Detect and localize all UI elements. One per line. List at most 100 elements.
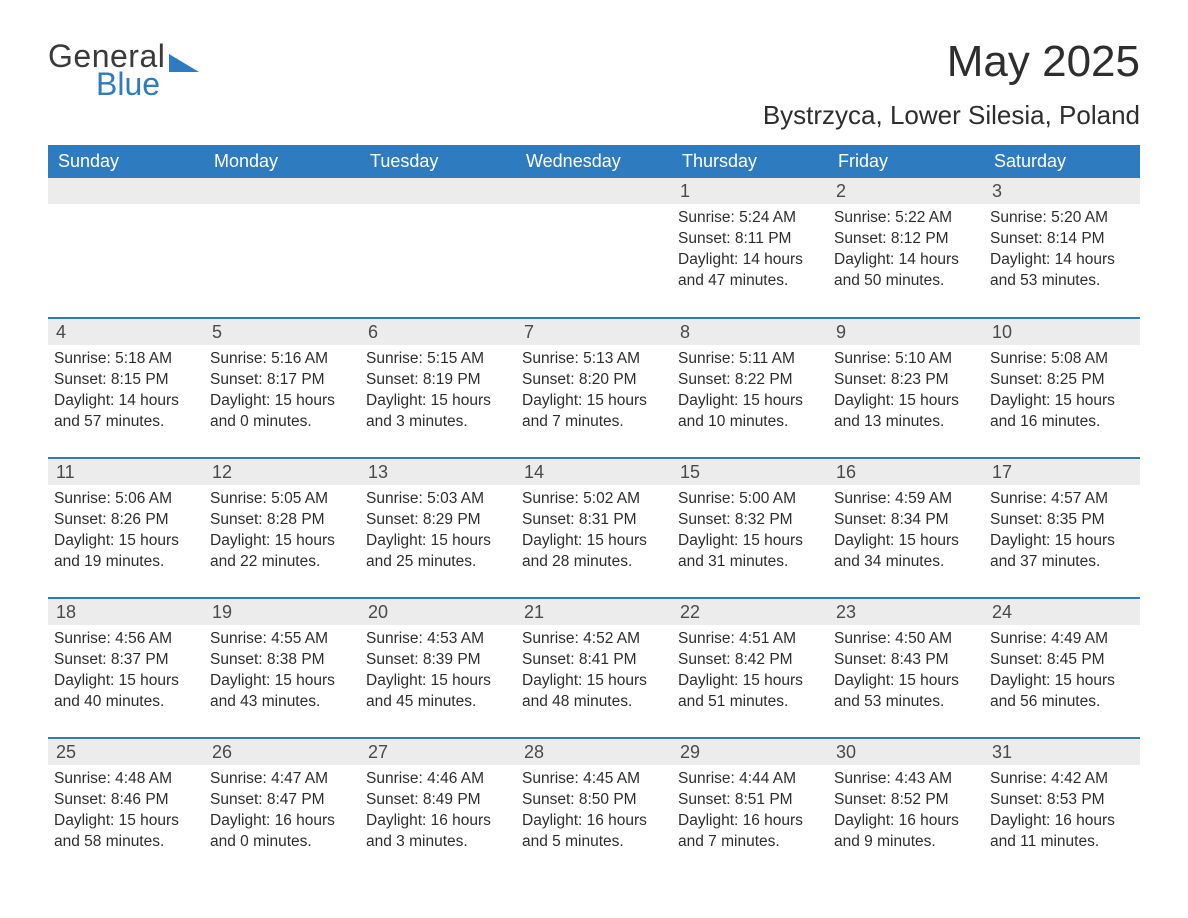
day-sunset: Sunset: 8:29 PM [366, 510, 510, 531]
day-sunset: Sunset: 8:52 PM [834, 790, 978, 811]
day-number: 26 [204, 739, 360, 765]
day-sunset: Sunset: 8:11 PM [678, 229, 822, 250]
day-daylight2: and 50 minutes. [834, 271, 978, 292]
calendar-cell: 16Sunrise: 4:59 AMSunset: 8:34 PMDayligh… [828, 458, 984, 598]
day-daylight1: Daylight: 15 hours [210, 671, 354, 692]
day-sunset: Sunset: 8:17 PM [210, 370, 354, 391]
day-sunrise: Sunrise: 4:55 AM [210, 629, 354, 650]
calendar-cell: 5Sunrise: 5:16 AMSunset: 8:17 PMDaylight… [204, 318, 360, 458]
day-daylight2: and 34 minutes. [834, 552, 978, 573]
day-details: Sunrise: 4:57 AMSunset: 8:35 PMDaylight:… [984, 485, 1140, 577]
day-daylight1: Daylight: 14 hours [834, 250, 978, 271]
day-daylight1: Daylight: 15 hours [366, 671, 510, 692]
day-number: 31 [984, 739, 1140, 765]
day-sunrise: Sunrise: 5:11 AM [678, 349, 822, 370]
day-daylight2: and 58 minutes. [54, 832, 198, 853]
day-sunset: Sunset: 8:53 PM [990, 790, 1134, 811]
day-sunset: Sunset: 8:45 PM [990, 650, 1134, 671]
day-sunrise: Sunrise: 5:13 AM [522, 349, 666, 370]
day-number: 18 [48, 599, 204, 625]
day-daylight2: and 5 minutes. [522, 832, 666, 853]
day-sunrise: Sunrise: 5:18 AM [54, 349, 198, 370]
day-daylight2: and 28 minutes. [522, 552, 666, 573]
day-number: 12 [204, 459, 360, 485]
day-sunrise: Sunrise: 4:53 AM [366, 629, 510, 650]
day-number: 24 [984, 599, 1140, 625]
day-sunrise: Sunrise: 4:45 AM [522, 769, 666, 790]
weekday-header: Sunday [48, 145, 204, 178]
day-daylight1: Daylight: 14 hours [990, 250, 1134, 271]
day-sunset: Sunset: 8:12 PM [834, 229, 978, 250]
calendar-week-row: 4Sunrise: 5:18 AMSunset: 8:15 PMDaylight… [48, 318, 1140, 458]
day-sunset: Sunset: 8:41 PM [522, 650, 666, 671]
weekday-header: Tuesday [360, 145, 516, 178]
day-details: Sunrise: 4:49 AMSunset: 8:45 PMDaylight:… [984, 625, 1140, 717]
day-details: Sunrise: 4:53 AMSunset: 8:39 PMDaylight:… [360, 625, 516, 717]
calendar-cell: 21Sunrise: 4:52 AMSunset: 8:41 PMDayligh… [516, 598, 672, 738]
day-daylight1: Daylight: 15 hours [522, 671, 666, 692]
day-sunset: Sunset: 8:22 PM [678, 370, 822, 391]
day-details: Sunrise: 4:47 AMSunset: 8:47 PMDaylight:… [204, 765, 360, 857]
day-details: Sunrise: 5:13 AMSunset: 8:20 PMDaylight:… [516, 345, 672, 437]
day-details: Sunrise: 5:20 AMSunset: 8:14 PMDaylight:… [984, 204, 1140, 296]
day-sunrise: Sunrise: 4:50 AM [834, 629, 978, 650]
day-details: Sunrise: 4:51 AMSunset: 8:42 PMDaylight:… [672, 625, 828, 717]
day-details: Sunrise: 4:48 AMSunset: 8:46 PMDaylight:… [48, 765, 204, 857]
day-number: 15 [672, 459, 828, 485]
day-details: Sunrise: 5:16 AMSunset: 8:17 PMDaylight:… [204, 345, 360, 437]
calendar-cell: 22Sunrise: 4:51 AMSunset: 8:42 PMDayligh… [672, 598, 828, 738]
day-number: 22 [672, 599, 828, 625]
weekday-header: Wednesday [516, 145, 672, 178]
location-subtitle: Bystrzyca, Lower Silesia, Poland [763, 100, 1140, 131]
day-daylight1: Daylight: 15 hours [990, 671, 1134, 692]
day-sunset: Sunset: 8:49 PM [366, 790, 510, 811]
day-number: 2 [828, 178, 984, 204]
day-daylight2: and 51 minutes. [678, 692, 822, 713]
title-block: May 2025 Bystrzyca, Lower Silesia, Polan… [763, 40, 1140, 131]
page-title: May 2025 [763, 40, 1140, 84]
weekday-header: Monday [204, 145, 360, 178]
day-sunrise: Sunrise: 5:20 AM [990, 208, 1134, 229]
day-daylight2: and 47 minutes. [678, 271, 822, 292]
day-sunset: Sunset: 8:28 PM [210, 510, 354, 531]
calendar-cell [204, 178, 360, 318]
calendar-cell: 18Sunrise: 4:56 AMSunset: 8:37 PMDayligh… [48, 598, 204, 738]
day-number: 28 [516, 739, 672, 765]
calendar-week-row: 1Sunrise: 5:24 AMSunset: 8:11 PMDaylight… [48, 178, 1140, 318]
day-sunrise: Sunrise: 4:59 AM [834, 489, 978, 510]
day-details: Sunrise: 5:06 AMSunset: 8:26 PMDaylight:… [48, 485, 204, 577]
day-daylight1: Daylight: 15 hours [834, 391, 978, 412]
calendar-cell: 17Sunrise: 4:57 AMSunset: 8:35 PMDayligh… [984, 458, 1140, 598]
day-daylight2: and 57 minutes. [54, 412, 198, 433]
brand-name-part2: Blue [96, 68, 199, 100]
day-sunset: Sunset: 8:32 PM [678, 510, 822, 531]
day-sunset: Sunset: 8:15 PM [54, 370, 198, 391]
day-number: 23 [828, 599, 984, 625]
brand-logo: General Blue [48, 40, 199, 100]
calendar-cell: 2Sunrise: 5:22 AMSunset: 8:12 PMDaylight… [828, 178, 984, 318]
day-sunset: Sunset: 8:47 PM [210, 790, 354, 811]
calendar-cell: 26Sunrise: 4:47 AMSunset: 8:47 PMDayligh… [204, 738, 360, 878]
header-row: General Blue May 2025 Bystrzyca, Lower S… [48, 40, 1140, 131]
day-daylight1: Daylight: 16 hours [990, 811, 1134, 832]
calendar-head: SundayMondayTuesdayWednesdayThursdayFrid… [48, 145, 1140, 178]
calendar-week-row: 18Sunrise: 4:56 AMSunset: 8:37 PMDayligh… [48, 598, 1140, 738]
day-sunset: Sunset: 8:43 PM [834, 650, 978, 671]
calendar-body: 1Sunrise: 5:24 AMSunset: 8:11 PMDaylight… [48, 178, 1140, 878]
day-daylight1: Daylight: 16 hours [210, 811, 354, 832]
day-daylight2: and 53 minutes. [834, 692, 978, 713]
day-sunrise: Sunrise: 5:05 AM [210, 489, 354, 510]
day-number: 1 [672, 178, 828, 204]
day-details: Sunrise: 4:56 AMSunset: 8:37 PMDaylight:… [48, 625, 204, 717]
day-details: Sunrise: 4:46 AMSunset: 8:49 PMDaylight:… [360, 765, 516, 857]
day-daylight2: and 37 minutes. [990, 552, 1134, 573]
day-sunset: Sunset: 8:42 PM [678, 650, 822, 671]
day-number: 10 [984, 319, 1140, 345]
day-number: 5 [204, 319, 360, 345]
calendar-cell [48, 178, 204, 318]
day-daylight1: Daylight: 15 hours [210, 531, 354, 552]
calendar-week-row: 11Sunrise: 5:06 AMSunset: 8:26 PMDayligh… [48, 458, 1140, 598]
day-details: Sunrise: 4:55 AMSunset: 8:38 PMDaylight:… [204, 625, 360, 717]
day-daylight2: and 0 minutes. [210, 832, 354, 853]
calendar-cell [516, 178, 672, 318]
